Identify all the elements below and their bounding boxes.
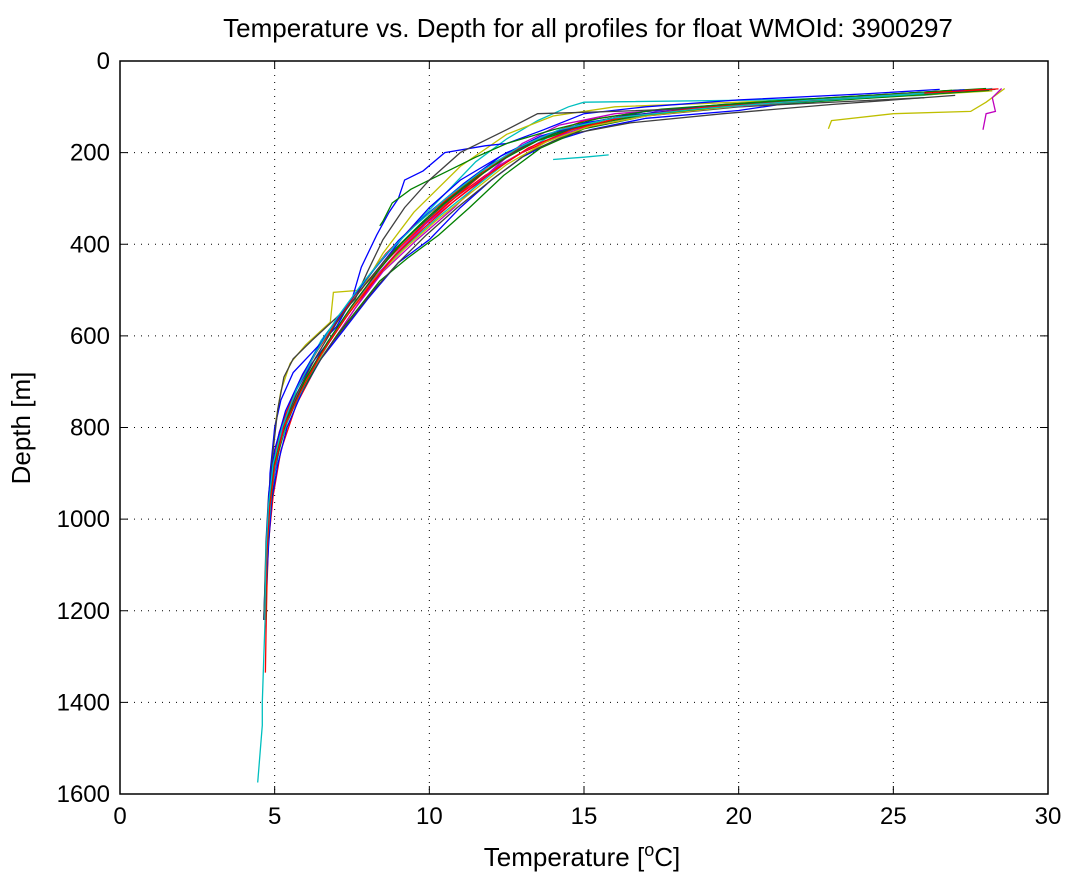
profile-line [553,154,609,161]
profile-line [264,88,999,620]
x-axis-label-text: Temperature [ [484,842,645,872]
x-tick-label: 25 [880,803,907,830]
profile-line [827,87,1006,130]
x-tick-label: 30 [1035,803,1062,830]
profile-line [264,88,940,620]
x-tick-label: 0 [113,803,126,830]
y-axis: 0 200 400 600 800 1000 1200 1400 1600 [57,48,1048,808]
y-tick-label: 1200 [57,598,110,625]
x-axis-label-superscript: o [644,840,654,860]
y-tick-label: 1000 [57,506,110,533]
y-tick-label: 1400 [57,689,110,716]
x-axis: 0 5 10 15 20 25 30 [113,61,1061,830]
profiles [257,87,1006,783]
y-tick-label: 1600 [57,781,110,808]
y-axis-label: Depth [m] [6,372,36,485]
x-axis-label-unit: C] [654,842,680,872]
y-tick-label: 600 [70,323,110,350]
chart-title: Temperature vs. Depth for all profiles f… [223,13,953,43]
y-tick-label: 800 [70,415,110,442]
profile-line [982,88,1003,130]
y-tick-label: 400 [70,231,110,258]
profile-line [264,89,965,620]
x-tick-label: 5 [268,803,281,830]
profile-line [379,87,987,227]
x-tick-label: 20 [725,803,752,830]
profile-line [264,92,925,620]
x-axis-label: Temperature [oC] [484,840,680,872]
y-tick-label: 0 [97,48,110,75]
x-tick-label: 10 [416,803,443,830]
y-tick-label: 200 [70,140,110,167]
x-tick-label: 15 [571,803,598,830]
